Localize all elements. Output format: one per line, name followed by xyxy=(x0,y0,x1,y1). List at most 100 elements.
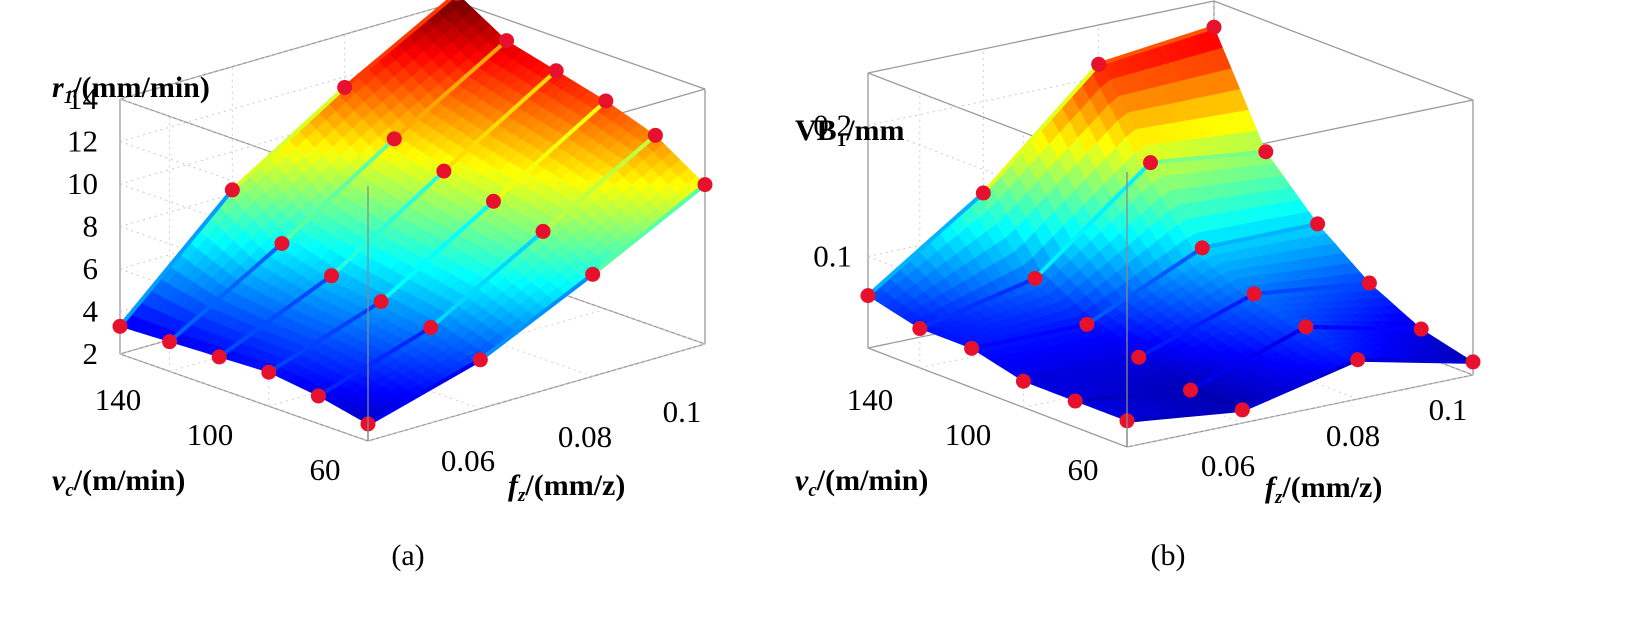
measured-mesh xyxy=(866,25,1474,423)
mesh-segment xyxy=(379,199,495,304)
mesh-segment xyxy=(317,325,432,398)
data-point xyxy=(162,334,178,350)
y-gridline xyxy=(1126,374,1474,448)
z-tick-label: 4 xyxy=(83,294,99,329)
data-point xyxy=(310,388,326,404)
top-edge-back-y xyxy=(1213,0,1474,101)
y-tick-label: 140 xyxy=(95,382,142,417)
data-point xyxy=(912,321,928,337)
y-tick-label: 140 xyxy=(847,382,894,417)
data-point xyxy=(472,352,488,368)
y-axis-title-var: v xyxy=(52,464,66,497)
z-gridline xyxy=(119,1,458,100)
floor-edge-front-y xyxy=(867,347,1128,448)
data-point xyxy=(964,340,980,356)
data-point xyxy=(1361,275,1377,291)
data-point xyxy=(436,163,452,179)
mesh-segment xyxy=(1201,221,1319,250)
panel-label: (b) xyxy=(1151,539,1186,572)
data-point xyxy=(1027,270,1043,286)
mesh-segment xyxy=(1357,357,1474,364)
panel-label: (a) xyxy=(391,539,424,572)
z-axis-title: r1/(mm/min) xyxy=(52,71,210,108)
data-points xyxy=(860,19,1481,429)
data-point xyxy=(1234,402,1250,418)
y-axis-title: vc/(m/min) xyxy=(795,464,928,501)
data-point xyxy=(485,193,501,209)
mesh-segment xyxy=(367,358,482,426)
y-gridline xyxy=(367,343,706,442)
y-axis-title-unit: /(m/min) xyxy=(816,464,929,497)
data-point xyxy=(1067,393,1083,409)
mesh-segment xyxy=(429,229,545,330)
x-tick-label: 0.08 xyxy=(1326,418,1380,453)
data-point xyxy=(1298,319,1314,335)
y-axis-title-var: v xyxy=(795,464,809,497)
z-axis-title-unit: /(mm/min) xyxy=(72,71,210,104)
y-tick-label: 60 xyxy=(310,452,341,487)
data-point xyxy=(860,288,876,304)
z-tick-label: 8 xyxy=(83,209,99,244)
data-point xyxy=(1310,216,1326,232)
chart-panel-a: 2 4 6 8 10 12 14 0.06 0.08 0.1 140 100 60 r1/(mm/min)… xyxy=(52,0,713,572)
z-tick-label: 12 xyxy=(67,124,98,159)
mesh-segment xyxy=(1085,246,1204,326)
mesh-segment xyxy=(168,241,284,344)
x-tick-label: 0.1 xyxy=(1429,392,1468,427)
z-gridline xyxy=(119,183,369,272)
data-point xyxy=(1465,354,1481,370)
z-tick-label: 0.1 xyxy=(813,238,852,273)
mesh-segment xyxy=(1241,357,1359,412)
data-point xyxy=(975,185,991,201)
mesh-segment xyxy=(479,272,594,362)
top-edge-back-x xyxy=(867,0,1215,74)
mesh-segment xyxy=(919,276,1036,331)
chart-panel-b: 0.1 0.2 0.06 0.08 0.1 140 100 60 VB1/mm vc/(m/min… xyxy=(795,0,1481,572)
data-point xyxy=(453,0,461,1)
data-point xyxy=(112,318,128,334)
z-gridline xyxy=(119,353,369,442)
z-tick-label: 2 xyxy=(83,336,99,371)
x-tick-label: 0.1 xyxy=(663,394,702,429)
z-gridline xyxy=(119,86,458,185)
mesh-segment xyxy=(541,133,657,233)
x-tick-label: 0.06 xyxy=(441,443,495,478)
z-tick-label: 10 xyxy=(67,166,98,201)
z-tick-label: 0.2 xyxy=(813,107,852,142)
mesh-segment xyxy=(230,85,347,192)
mesh-segment xyxy=(1305,324,1422,332)
mesh-segment xyxy=(442,69,558,173)
z-tick-label: 14 xyxy=(67,81,99,116)
top-edge-back-y xyxy=(456,1,706,90)
z-gridline xyxy=(119,44,458,142)
data-point xyxy=(1131,349,1147,365)
mesh-segment xyxy=(981,62,1101,195)
mesh-segment xyxy=(591,183,707,276)
data-point xyxy=(598,93,614,109)
data-point xyxy=(1350,352,1366,368)
x-gridline xyxy=(232,321,481,410)
mesh-segment xyxy=(1189,325,1307,392)
data-point xyxy=(386,131,402,147)
data-point xyxy=(535,223,551,239)
x-axis-title-sub: z xyxy=(517,485,526,506)
mesh-segment xyxy=(866,191,985,298)
y-axis-title-sub: c xyxy=(808,480,817,501)
data-point xyxy=(211,349,227,365)
data-point xyxy=(1258,144,1274,160)
mesh-segment xyxy=(343,0,453,89)
mesh-segment xyxy=(280,137,396,245)
mesh-segment xyxy=(118,188,234,328)
x-tick-label: 0.08 xyxy=(558,419,612,454)
data-point xyxy=(1015,373,1031,389)
mesh-segment xyxy=(1033,161,1152,280)
y-axis-title: vc/(m/min) xyxy=(52,464,185,501)
mesh-segment xyxy=(1075,388,1191,404)
z-axis-title-var: r xyxy=(52,71,64,104)
mesh-segment xyxy=(330,169,446,278)
z-axis-title-sub: 1 xyxy=(64,87,74,108)
data-point xyxy=(423,320,439,336)
data-point xyxy=(1079,316,1095,332)
mesh-segment xyxy=(267,299,383,374)
x-axis-title-var: f xyxy=(1265,471,1278,504)
